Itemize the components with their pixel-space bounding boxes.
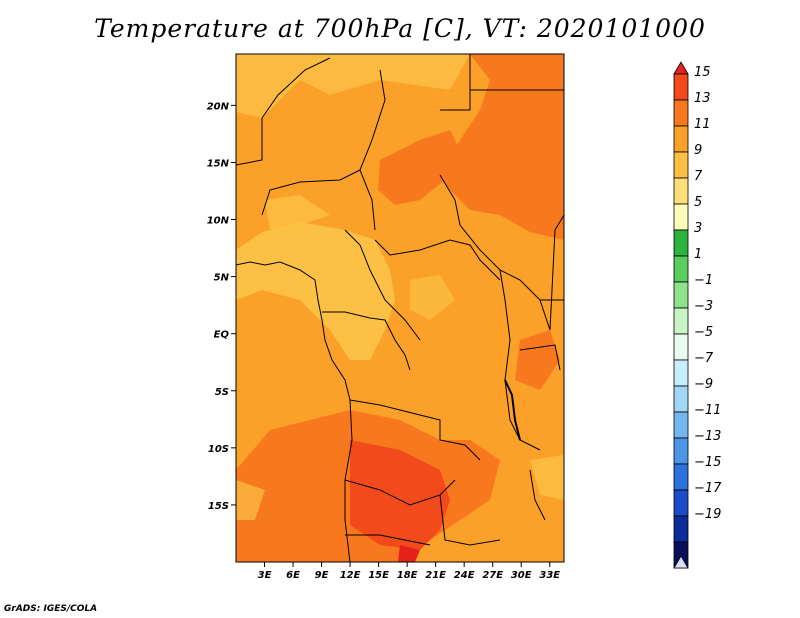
map-frame bbox=[235, 53, 565, 563]
colorbar-label: −13 bbox=[694, 429, 721, 444]
colorbar-swatch bbox=[673, 255, 689, 283]
colorbar-label: −7 bbox=[694, 351, 714, 366]
colorbar-swatch bbox=[673, 411, 689, 439]
lon-tick-label: 21E bbox=[425, 570, 446, 581]
colorbar-label: 7 bbox=[694, 169, 703, 184]
lat-tick-label: EQ bbox=[214, 330, 230, 341]
colorbar-swatch bbox=[673, 177, 689, 205]
lat-tick-label: 10N bbox=[207, 216, 230, 227]
lon-tick-label: 15E bbox=[368, 570, 389, 581]
colorbar-swatch bbox=[673, 489, 689, 517]
colorbar-swatch bbox=[673, 359, 689, 387]
colorbar-over-triangle bbox=[673, 61, 689, 75]
lon-tick-label: 30E bbox=[511, 570, 532, 581]
colorbar-label: −15 bbox=[694, 455, 721, 470]
colorbar-swatch bbox=[673, 125, 689, 153]
country-borders bbox=[236, 54, 564, 562]
colorbar-label: −19 bbox=[694, 507, 721, 522]
lat-tick-label: 15N bbox=[207, 158, 230, 169]
colorbar-label: −9 bbox=[694, 377, 713, 392]
colorbar-swatch bbox=[673, 333, 689, 361]
lat-tick-label: 5S bbox=[215, 387, 229, 398]
colorbar-label: −11 bbox=[694, 403, 721, 418]
colorbar-swatch bbox=[673, 307, 689, 335]
lon-tick-label: 3E bbox=[258, 570, 272, 581]
colorbar-label: −3 bbox=[694, 299, 713, 314]
lat-tick-label: 5N bbox=[214, 273, 230, 284]
credit-label: GrADS: IGES/COLA bbox=[4, 604, 98, 614]
lat-tick-label: 20N bbox=[207, 101, 230, 112]
lon-tick-label: 6E bbox=[286, 570, 300, 581]
lon-tick-label: 24E bbox=[454, 570, 475, 581]
colorbar-swatch bbox=[673, 229, 689, 257]
colorbar-swatch bbox=[673, 99, 689, 127]
lon-tick-label: 33E bbox=[539, 570, 560, 581]
colorbar-label: 5 bbox=[694, 195, 702, 210]
temperature-field bbox=[236, 54, 564, 562]
map-title: Temperature at 700hPa [C], VT: 202010100… bbox=[94, 14, 706, 43]
latitude-axis: 20N 15N 10N 5N EQ 5S 10S 15S bbox=[207, 101, 236, 512]
colorbar-label: −5 bbox=[694, 325, 713, 340]
colorbar-swatch bbox=[673, 281, 689, 309]
colorbar-swatch bbox=[673, 73, 689, 101]
lon-tick-label: 18E bbox=[397, 570, 418, 581]
colorbar-label: −17 bbox=[694, 481, 722, 496]
colorbar-label: 1 bbox=[694, 247, 702, 262]
colorbar-swatch bbox=[673, 151, 689, 179]
colorbar-swatch bbox=[673, 515, 689, 543]
colorbar-label: 13 bbox=[694, 91, 711, 106]
colorbar-label: 9 bbox=[694, 143, 702, 158]
lat-tick-label: 10S bbox=[208, 444, 229, 455]
lon-tick-label: 12E bbox=[340, 570, 361, 581]
colorbar-swatch bbox=[673, 437, 689, 465]
colorbar-label: −1 bbox=[694, 273, 713, 288]
colorbar-under-triangle bbox=[673, 555, 689, 569]
colorbar: 15 13 11 9 7 5 3 1 −1 −3 −5 −7 −9 −11 −13 −15 −17 −19 bbox=[673, 61, 722, 569]
colorbar-swatch bbox=[673, 463, 689, 491]
colorbar-label: 3 bbox=[694, 221, 702, 236]
lon-tick-label: 9E bbox=[315, 570, 329, 581]
colorbar-label: 15 bbox=[694, 65, 711, 80]
lat-tick-label: 15S bbox=[208, 501, 229, 512]
colorbar-swatch bbox=[673, 385, 689, 413]
colorbar-label: 11 bbox=[694, 117, 711, 132]
longitude-axis: 3E 6E 9E 12E 15E 18E 21E 24E 27E 30E 33E bbox=[258, 562, 560, 581]
colorbar-swatch bbox=[673, 203, 689, 231]
lon-tick-label: 27E bbox=[482, 570, 503, 581]
